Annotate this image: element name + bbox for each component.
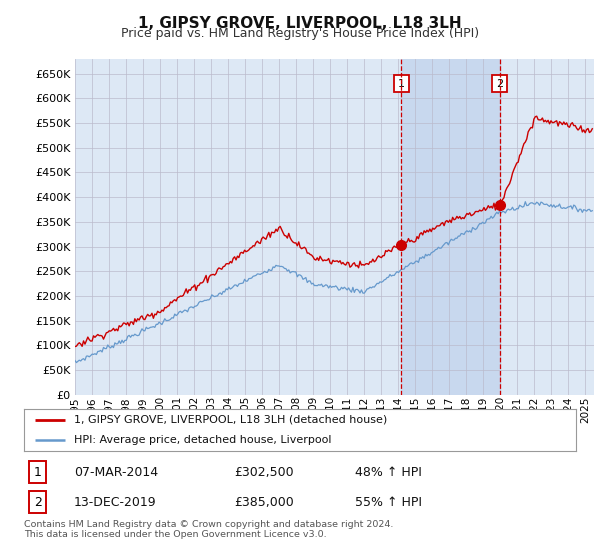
Text: Contains HM Land Registry data © Crown copyright and database right 2024.
This d: Contains HM Land Registry data © Crown c… <box>24 520 394 539</box>
Text: 1, GIPSY GROVE, LIVERPOOL, L18 3LH: 1, GIPSY GROVE, LIVERPOOL, L18 3LH <box>138 16 462 31</box>
Bar <box>401 59 500 395</box>
Text: £385,000: £385,000 <box>234 496 293 509</box>
Text: Price paid vs. HM Land Registry's House Price Index (HPI): Price paid vs. HM Land Registry's House … <box>121 27 479 40</box>
Text: 07-MAR-2014: 07-MAR-2014 <box>74 466 158 479</box>
Text: 48% ↑ HPI: 48% ↑ HPI <box>355 466 422 479</box>
Text: 2: 2 <box>34 496 42 509</box>
Text: HPI: Average price, detached house, Liverpool: HPI: Average price, detached house, Live… <box>74 435 331 445</box>
Text: 1, GIPSY GROVE, LIVERPOOL, L18 3LH (detached house): 1, GIPSY GROVE, LIVERPOOL, L18 3LH (deta… <box>74 415 387 424</box>
Text: 13-DEC-2019: 13-DEC-2019 <box>74 496 157 509</box>
Text: £302,500: £302,500 <box>234 466 293 479</box>
Text: 1: 1 <box>398 78 405 88</box>
Text: 55% ↑ HPI: 55% ↑ HPI <box>355 496 422 509</box>
Text: 1: 1 <box>34 466 42 479</box>
Text: 2: 2 <box>496 78 503 88</box>
